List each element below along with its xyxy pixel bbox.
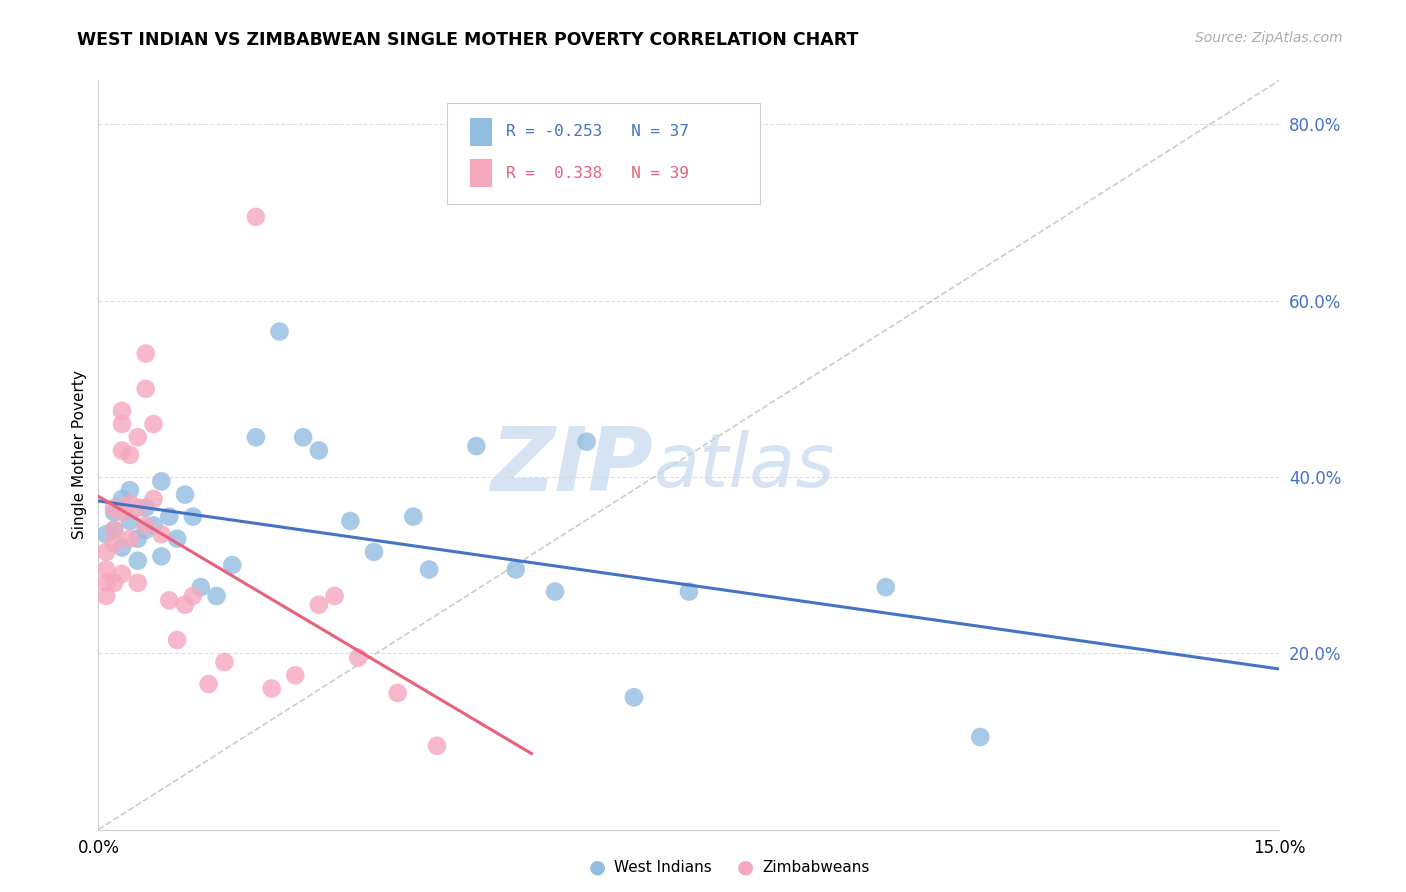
Point [157,509,180,524]
Point [190,580,212,594]
Point [135,518,157,533]
Point [111,417,134,431]
FancyBboxPatch shape [471,118,492,146]
Point [118,448,141,462]
Point [174,598,197,612]
Text: ●: ● [737,857,754,877]
Point [96,562,118,576]
Point [96,575,118,590]
Point [96,545,118,559]
FancyBboxPatch shape [471,159,492,187]
Point [103,536,125,550]
Point [308,443,330,458]
Point [103,523,125,537]
Point [118,532,141,546]
Point [166,633,188,648]
Point [505,562,527,576]
Point [118,496,141,510]
Point [127,430,149,444]
Point [260,681,283,696]
Point [174,487,197,501]
Point [135,500,157,515]
Point [118,514,141,528]
Point [103,500,125,515]
Point [245,210,267,224]
Point [142,491,165,506]
Text: West Indians: West Indians [614,860,713,874]
Point [575,434,598,449]
Point [142,518,165,533]
Point [221,558,243,573]
Point [181,589,204,603]
Point [103,523,125,537]
Point [308,598,330,612]
Text: R =  0.338   N = 39: R = 0.338 N = 39 [506,166,689,181]
Point [127,500,149,515]
Text: atlas: atlas [654,430,835,502]
Point [214,655,236,669]
Point [127,575,149,590]
Point [181,509,204,524]
Y-axis label: Single Mother Poverty: Single Mother Poverty [72,370,87,540]
Point [111,566,134,581]
Point [418,562,440,576]
Text: Zimbabweans: Zimbabweans [762,860,869,874]
Point [118,483,141,498]
Point [135,382,157,396]
Point [347,650,370,665]
Point [127,532,149,546]
Point [166,532,188,546]
Point [111,443,134,458]
Point [142,417,165,431]
Point [150,549,173,564]
Text: WEST INDIAN VS ZIMBABWEAN SINGLE MOTHER POVERTY CORRELATION CHART: WEST INDIAN VS ZIMBABWEAN SINGLE MOTHER … [77,31,859,49]
Point [245,430,267,444]
Point [96,589,118,603]
FancyBboxPatch shape [447,103,759,204]
Point [323,589,346,603]
Text: ZIP: ZIP [491,423,654,509]
Point [135,346,157,360]
Point [205,589,228,603]
Point [269,325,291,339]
Point [875,580,897,594]
Point [111,505,134,519]
Point [150,527,173,541]
Point [111,541,134,555]
Point [197,677,219,691]
Point [465,439,488,453]
Point [157,593,180,607]
Text: ●: ● [589,857,606,877]
Point [969,730,991,744]
Text: R = -0.253   N = 37: R = -0.253 N = 37 [506,125,689,139]
Point [111,404,134,418]
Point [339,514,361,528]
Text: Source: ZipAtlas.com: Source: ZipAtlas.com [1195,31,1343,45]
Point [127,554,149,568]
Point [103,505,125,519]
Point [402,509,425,524]
Point [426,739,449,753]
Point [284,668,307,682]
Point [96,527,118,541]
Point [135,523,157,537]
Point [544,584,567,599]
Point [150,475,173,489]
Point [292,430,315,444]
Point [103,575,125,590]
Point [387,686,409,700]
Point [363,545,385,559]
Point [623,690,645,705]
Point [678,584,700,599]
Point [111,491,134,506]
